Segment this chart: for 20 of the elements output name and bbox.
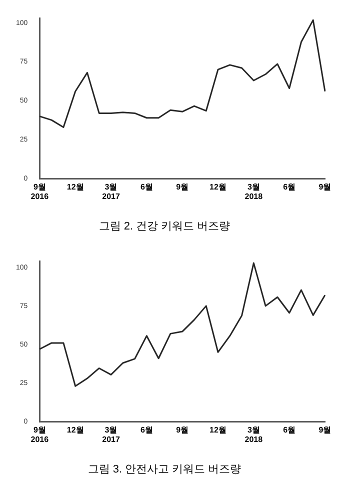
x-tick-label: 6월	[140, 182, 153, 192]
text: 그림 2. 건강 키워드 버즈량	[98, 220, 230, 232]
x-tick-label: 12월	[66, 426, 84, 435]
text: 그림 3. 안전사고 키워드 버즈량	[88, 463, 242, 476]
x-tick-label: 3월 2017	[102, 182, 120, 202]
x-tick-label: 9월	[176, 426, 189, 435]
x-tick-label: 12월	[210, 426, 226, 435]
x-tick-label: 9월 2016	[30, 426, 50, 444]
x-tick-label: 9월	[318, 426, 332, 435]
x-tick-label: 3월 2018	[244, 182, 264, 202]
x-tick-label: 6월	[283, 182, 296, 192]
x-tick-label: 12월	[66, 182, 84, 192]
x-tick-label: 9월	[318, 182, 332, 192]
x-tick-label: 9월 2016	[30, 182, 50, 202]
x-tick-label: 6월	[283, 426, 296, 435]
x-tick-label: 3월 2017	[102, 426, 120, 444]
x-tick-label: 6월	[140, 426, 153, 435]
x-tick-label: 3월 2018	[244, 426, 264, 444]
x-tick-label: 12월	[210, 182, 226, 192]
x-tick-label: 9월	[176, 182, 189, 192]
